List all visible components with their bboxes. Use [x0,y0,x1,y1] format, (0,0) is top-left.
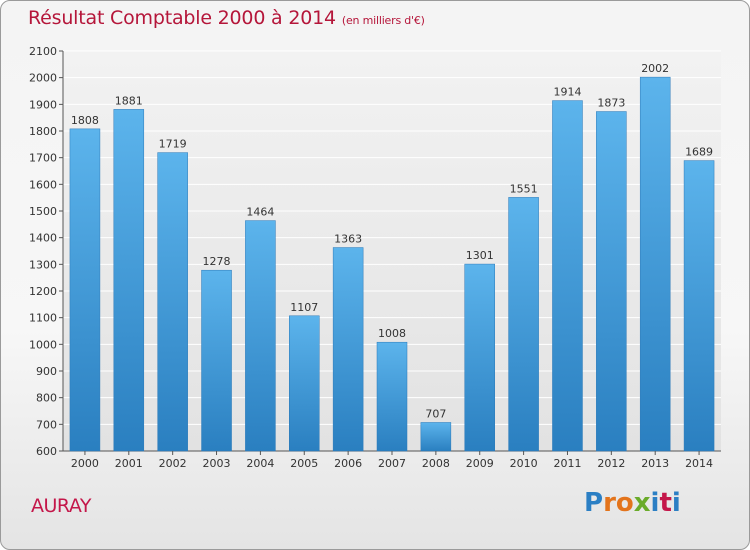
bar [508,197,539,452]
y-tick-label: 900 [36,365,57,378]
data-label: 1301 [466,249,494,262]
x-tick-label: 2011 [553,457,581,470]
data-label: 1008 [378,327,406,340]
y-tick-label: 1700 [29,152,57,165]
bar [420,422,452,452]
y-tick-label: 1900 [29,98,57,111]
x-tick-label: 2009 [466,457,494,470]
data-label: 707 [425,407,446,420]
y-tick-label: 1400 [29,232,57,245]
logo-letter: i [671,488,681,518]
y-tick-label: 1800 [29,125,57,138]
data-label: 1719 [159,138,187,151]
bar [376,341,408,452]
x-tick-label: 2013 [641,457,669,470]
x-tick-label: 2001 [115,457,143,470]
x-tick-label: 2005 [290,457,318,470]
bar [289,315,320,452]
bar [596,111,627,452]
y-tick-label: 1000 [29,338,57,351]
data-label: 1808 [71,114,99,127]
y-tick-label: 700 [36,418,57,431]
data-label: 1551 [510,182,538,195]
data-label: 1914 [553,86,581,99]
y-tick-label: 1200 [29,285,57,298]
logo-letter: t [659,488,672,518]
bar [332,247,364,452]
x-tick-label: 2008 [422,457,450,470]
logo-letter: P [584,488,604,518]
bar [552,100,583,452]
x-tick-label: 2002 [159,457,187,470]
proxiti-logo: Proxiti [584,488,681,518]
y-tick-label: 600 [36,445,57,458]
bar [639,76,671,452]
chart-title: Résultat Comptable 2000 à 2014 (en millie… [28,7,425,29]
bar [201,269,232,452]
title-text: Résultat Comptable 2000 à 2014 [28,7,336,29]
y-tick-label: 2000 [29,72,57,85]
x-tick-label: 2000 [71,457,99,470]
x-tick-label: 2004 [246,457,274,470]
y-tick-label: 1100 [29,312,57,325]
bar [683,160,715,452]
y-tick-label: 1500 [29,205,57,218]
logo-letter: x [633,488,651,518]
y-tick-label: 1300 [29,258,57,271]
data-label: 1464 [246,206,274,219]
x-tick-label: 2014 [685,457,713,470]
x-tick-label: 2012 [597,457,625,470]
logo-letter: r [603,488,616,518]
x-tick-label: 2006 [334,457,362,470]
data-label: 1107 [290,301,318,314]
data-label: 1873 [597,97,625,110]
bar [245,220,276,452]
title-unit: (en milliers d'€) [341,14,425,27]
x-tick-label: 2010 [510,457,538,470]
bar [69,128,101,452]
data-label: 1278 [203,255,231,268]
bar [157,152,188,452]
y-tick-label: 1600 [29,178,57,191]
x-tick-label: 2003 [203,457,231,470]
data-label: 2002 [641,62,669,75]
logo-letter: o [615,488,634,518]
bar [464,263,495,452]
x-tick-label: 2007 [378,457,406,470]
y-tick-label: 2100 [29,45,57,58]
data-label: 1881 [115,94,143,107]
city-label: AURAY [31,495,91,517]
bar [113,109,145,452]
data-label: 1689 [685,146,713,159]
y-tick-label: 800 [36,392,57,405]
data-label: 1363 [334,233,362,246]
logo-letter: i [650,488,660,518]
